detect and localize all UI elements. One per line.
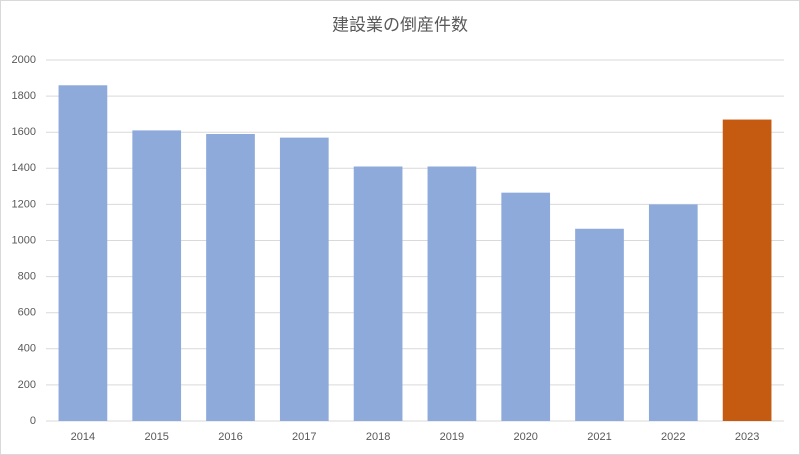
y-tick-label: 0 xyxy=(30,415,36,427)
y-tick-label: 1200 xyxy=(12,198,36,210)
x-tick-label: 2015 xyxy=(144,431,168,443)
bar xyxy=(58,85,108,422)
chart-title: 建設業の倒産件数 xyxy=(332,15,468,34)
x-tick-label: 2022 xyxy=(661,431,685,443)
bar xyxy=(206,134,255,421)
x-tick-label: 2018 xyxy=(366,431,390,443)
y-tick-label: 1000 xyxy=(12,234,36,246)
x-tick-label: 2020 xyxy=(513,431,537,443)
y-tick-label: 1800 xyxy=(12,90,36,102)
bar xyxy=(279,137,329,422)
y-tick-label: 1400 xyxy=(12,162,36,174)
x-tick-label: 2019 xyxy=(440,431,464,443)
y-tick-label: 1600 xyxy=(12,126,36,138)
bar xyxy=(427,166,477,421)
y-tick-label: 600 xyxy=(18,307,36,319)
y-tick-label: 400 xyxy=(18,343,36,355)
bar xyxy=(132,130,182,421)
y-tick-label: 800 xyxy=(18,271,36,283)
bar xyxy=(353,166,403,421)
y-tick-label: 2000 xyxy=(12,54,36,66)
x-tick-label: 2014 xyxy=(71,431,95,443)
x-tick-label: 2023 xyxy=(735,431,759,443)
x-tick-label: 2021 xyxy=(587,431,611,443)
bar xyxy=(648,204,698,421)
bar xyxy=(501,192,551,421)
y-tick-label: 200 xyxy=(18,379,36,391)
bar xyxy=(575,228,624,421)
x-tick-label: 2016 xyxy=(218,431,242,443)
bar xyxy=(722,119,772,421)
x-tick-label: 2017 xyxy=(292,431,316,443)
